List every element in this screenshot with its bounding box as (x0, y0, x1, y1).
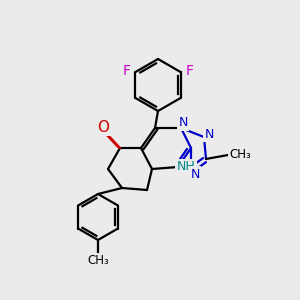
Text: F: F (185, 64, 194, 78)
Text: NH: NH (177, 160, 195, 173)
Text: CH₃: CH₃ (229, 148, 251, 161)
Text: F: F (122, 64, 130, 78)
Text: N: N (204, 128, 214, 140)
Text: CH₃: CH₃ (87, 254, 109, 268)
Text: N: N (178, 116, 188, 130)
Text: O: O (97, 119, 109, 134)
Text: N: N (190, 167, 200, 181)
